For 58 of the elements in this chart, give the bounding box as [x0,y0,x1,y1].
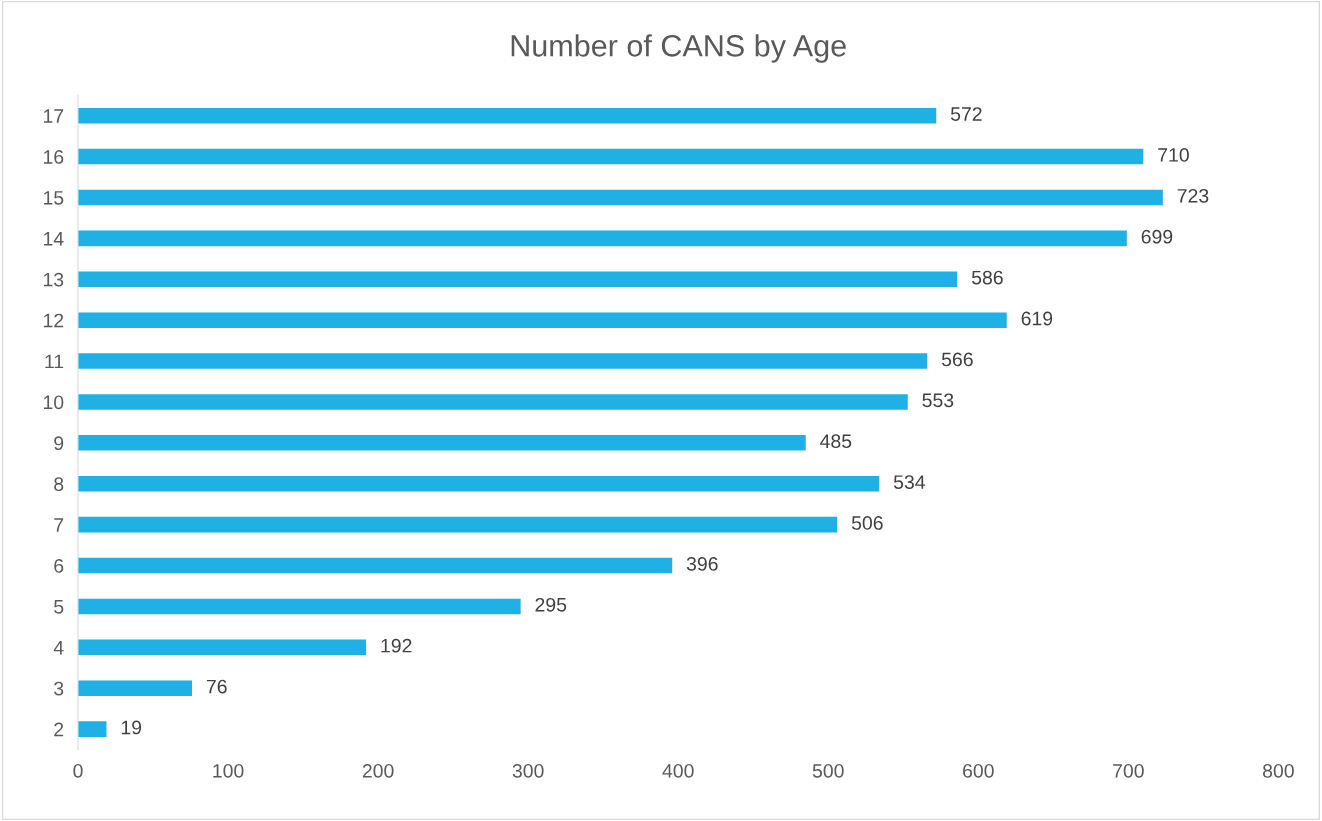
data-label: 572 [950,107,982,121]
bar [78,312,1007,328]
y-tick-label: 13 [43,272,64,287]
y-tick-label: 7 [54,518,64,532]
bar [78,598,521,615]
y-tick-label: 9 [54,436,64,451]
data-label: 534 [893,475,926,489]
x-tick-label: 600 [963,763,994,778]
data-label: 76 [206,679,227,694]
bar [78,230,1127,247]
y-tick-label: 8 [54,477,64,491]
bar [78,557,673,574]
chart-title: Number of CANS by Age [511,34,846,63]
y-tick-label: 12 [43,313,64,328]
data-label: 506 [851,516,883,530]
data-label: 19 [121,720,142,735]
y-tick-label: 6 [54,559,64,573]
data-label: 396 [686,556,718,571]
bar [78,353,928,369]
bar [78,107,937,124]
bar [78,475,880,492]
data-label: 723 [1177,188,1209,203]
data-label: 485 [820,434,852,449]
data-label: 619 [1021,311,1053,326]
y-tick-label: 17 [43,109,64,123]
y-tick-label: 3 [54,681,64,696]
bar [78,148,1144,165]
y-tick-label: 10 [43,395,64,410]
data-label: 192 [381,638,412,653]
y-tick-label: 5 [54,600,64,614]
data-label: 566 [941,352,973,367]
data-label: 699 [1141,229,1173,244]
y-tick-label: 11 [45,354,64,369]
y-tick-label: 4 [53,641,64,655]
y-tick-label: 2 [54,722,64,737]
bar [78,189,1163,206]
data-label: 295 [535,597,567,612]
data-label: 586 [971,270,1003,285]
y-tick-label: 14 [43,232,64,246]
x-tick-label: 100 [213,763,244,778]
x-tick-label: 700 [1113,763,1144,778]
x-tick-label: 0 [73,763,83,778]
bar [78,435,806,451]
bar [78,394,908,410]
x-tick-label: 400 [662,763,694,778]
bar [78,271,958,288]
data-label: 553 [922,393,954,408]
x-tick-label: 200 [362,763,394,778]
bar [78,680,193,696]
y-tick-label: 15 [43,191,64,205]
y-tick-label: 16 [43,150,64,164]
x-tick-label: 800 [1263,763,1294,778]
x-tick-label: 500 [812,763,844,778]
bar [78,639,367,656]
bar [78,516,838,533]
bar [78,721,107,737]
x-tick-label: 300 [512,763,544,778]
data-label: 710 [1158,148,1189,162]
